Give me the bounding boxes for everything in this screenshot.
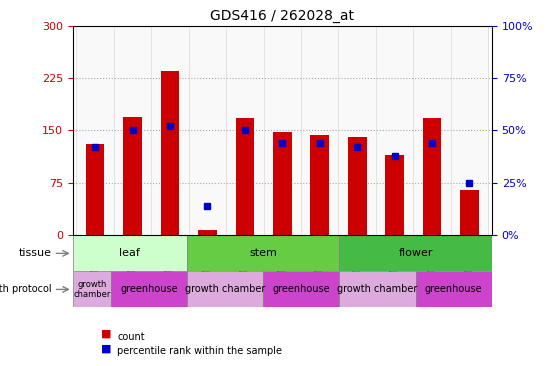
Bar [160, 71, 179, 235]
Bar [273, 132, 292, 235]
Bar [123, 116, 142, 235]
Bar [114, 26, 151, 235]
Bar [301, 26, 338, 235]
Text: stem: stem [249, 249, 277, 258]
Bar [198, 230, 217, 235]
FancyBboxPatch shape [416, 272, 492, 307]
FancyBboxPatch shape [263, 272, 339, 307]
Bar [226, 26, 264, 235]
Text: growth chamber: growth chamber [185, 284, 266, 294]
Bar [385, 155, 404, 235]
Text: ■: ■ [101, 329, 111, 339]
Text: leaf: leaf [120, 249, 140, 258]
FancyBboxPatch shape [339, 235, 492, 272]
Text: greenhouse: greenhouse [120, 284, 178, 294]
Title: GDS416 / 262028_at: GDS416 / 262028_at [210, 9, 354, 23]
Text: percentile rank within the sample: percentile rank within the sample [117, 346, 282, 356]
Bar [460, 190, 479, 235]
Text: ■: ■ [101, 343, 111, 353]
FancyBboxPatch shape [187, 235, 339, 272]
Text: greenhouse: greenhouse [425, 284, 482, 294]
Bar [310, 135, 329, 235]
Bar [423, 118, 442, 235]
Bar [451, 26, 488, 235]
FancyBboxPatch shape [339, 272, 416, 307]
Text: tissue: tissue [18, 249, 51, 258]
Bar [235, 118, 254, 235]
Bar [86, 145, 105, 235]
Bar [376, 26, 413, 235]
FancyBboxPatch shape [187, 272, 263, 307]
FancyBboxPatch shape [73, 235, 187, 272]
Bar [77, 26, 114, 235]
Bar [264, 26, 301, 235]
Bar [338, 26, 376, 235]
Text: growth protocol: growth protocol [0, 284, 51, 294]
FancyBboxPatch shape [73, 272, 111, 307]
Bar [189, 26, 226, 235]
Bar [348, 138, 367, 235]
Text: growth chamber: growth chamber [338, 284, 418, 294]
Text: count: count [117, 332, 145, 342]
Bar [151, 26, 189, 235]
FancyBboxPatch shape [111, 272, 187, 307]
Text: greenhouse: greenhouse [273, 284, 330, 294]
Text: flower: flower [399, 249, 433, 258]
Text: growth
chamber: growth chamber [73, 280, 111, 299]
Bar [413, 26, 451, 235]
